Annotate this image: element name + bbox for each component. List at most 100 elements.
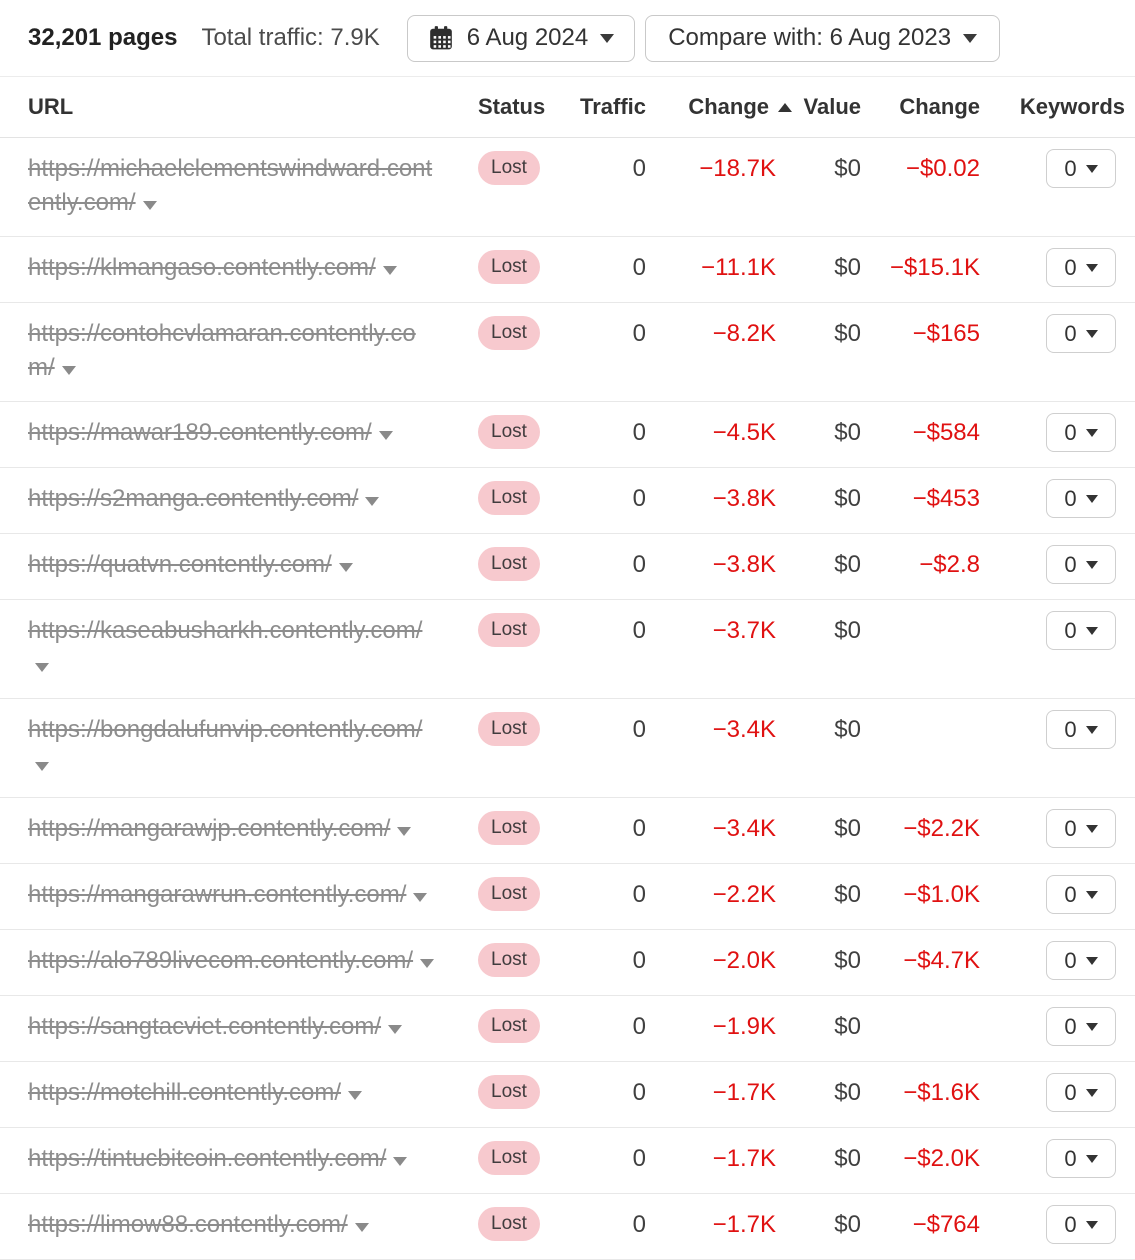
row-url-link[interactable]: https://limow88.contently.com/ — [28, 1211, 369, 1238]
keywords-dropdown[interactable]: 0 — [1046, 710, 1116, 749]
row-url-link[interactable]: https://tintucbitcoin.contently.com/ — [28, 1145, 408, 1172]
row-url-link[interactable]: https://michaelclementswindward.contentl… — [28, 155, 432, 216]
value-amount: $0 — [834, 155, 861, 182]
keywords-dropdown[interactable]: 0 — [1046, 248, 1116, 287]
value-change-amount: −$764 — [912, 1211, 980, 1238]
value-amount: $0 — [834, 1079, 861, 1106]
row-url-text[interactable]: https://kaseabusharkh.contently.com/ — [28, 617, 423, 644]
column-header-traffic[interactable]: Traffic — [579, 94, 646, 119]
row-url-link[interactable]: https://quatvn.contently.com/ — [28, 551, 353, 578]
chevron-down-icon — [1085, 1022, 1098, 1031]
row-url-text[interactable]: https://klmangaso.contently.com/ — [28, 254, 376, 281]
value-change-amount: −$2.0K — [903, 1145, 980, 1172]
status-badge: Lost — [478, 811, 540, 845]
url-dropdown-icon[interactable] — [382, 266, 397, 275]
traffic-change-value: −3.8K — [712, 485, 776, 512]
keywords-dropdown[interactable]: 0 — [1046, 413, 1116, 452]
status-badge: Lost — [478, 613, 540, 647]
row-url-text[interactable]: https://s2manga.contently.com/ — [28, 485, 359, 512]
row-url-text[interactable]: https://mangarawjp.contently.com/ — [28, 815, 391, 842]
row-url-text[interactable]: https://contohcvlamaran.contently.com/ — [28, 320, 416, 381]
keywords-dropdown[interactable]: 0 — [1046, 1205, 1116, 1244]
keywords-dropdown[interactable]: 0 — [1046, 545, 1116, 584]
url-dropdown-icon[interactable] — [413, 893, 428, 902]
value-change-amount: −$4.7K — [903, 947, 980, 974]
value-change-amount: −$15.1K — [889, 254, 980, 281]
status-badge: Lost — [478, 481, 540, 515]
row-url-text[interactable]: https://motchill.contently.com/ — [28, 1079, 342, 1106]
row-url-link[interactable]: https://mangarawjp.contently.com/ — [28, 815, 412, 842]
row-url-link[interactable]: https://mangarawrun.contently.com/ — [28, 881, 428, 908]
keywords-dropdown[interactable]: 0 — [1046, 809, 1116, 848]
sort-ascending-icon — [778, 102, 792, 112]
column-header-url[interactable]: URL — [28, 94, 74, 119]
traffic-change-value: −1.7K — [712, 1211, 776, 1238]
url-dropdown-icon[interactable] — [338, 563, 353, 572]
row-url-link[interactable]: https://contohcvlamaran.contently.com/ — [28, 320, 416, 381]
row-url-link[interactable]: https://motchill.contently.com/ — [28, 1079, 363, 1106]
keywords-dropdown[interactable]: 0 — [1046, 941, 1116, 980]
table-row: https://klmangaso.contently.com/ Lost 0 … — [0, 237, 1135, 303]
row-url-text[interactable]: https://mawar189.contently.com/ — [28, 419, 372, 446]
keywords-dropdown[interactable]: 0 — [1046, 314, 1116, 353]
traffic-change-value: −8.2K — [712, 320, 776, 347]
row-url-text[interactable]: https://bongdalufunvip.contently.com/ — [28, 716, 423, 743]
column-header-keywords[interactable]: Keywords — [1019, 94, 1125, 119]
url-dropdown-icon[interactable] — [354, 1223, 369, 1232]
url-dropdown-icon[interactable] — [35, 762, 49, 771]
chevron-down-icon — [1085, 890, 1098, 899]
traffic-value: 0 — [632, 716, 646, 743]
url-dropdown-icon[interactable] — [393, 1157, 408, 1166]
keywords-count: 0 — [1064, 419, 1077, 445]
url-dropdown-icon[interactable] — [61, 366, 76, 375]
column-header-status[interactable]: Status — [478, 94, 546, 119]
row-url-text[interactable]: https://mangarawrun.contently.com/ — [28, 881, 407, 908]
row-url-link[interactable]: https://sangtacviet.contently.com/ — [28, 1013, 403, 1040]
keywords-count: 0 — [1064, 320, 1077, 346]
url-dropdown-icon[interactable] — [365, 497, 380, 506]
url-dropdown-icon[interactable] — [397, 827, 412, 836]
row-url-text[interactable]: https://michaelclementswindward.contentl… — [28, 155, 433, 216]
row-url-link[interactable]: https://mawar189.contently.com/ — [28, 419, 393, 446]
date-picker-button[interactable]: 6 Aug 2024 — [406, 14, 636, 62]
url-dropdown-icon[interactable] — [35, 663, 49, 672]
row-url-link[interactable]: https://klmangaso.contently.com/ — [28, 254, 397, 281]
compare-picker-button[interactable]: Compare with: 6 Aug 2023 — [645, 14, 1001, 62]
row-url-text[interactable]: https://alo789livecom.contently.com/ — [28, 947, 414, 974]
value-amount: $0 — [834, 1145, 861, 1172]
traffic-value: 0 — [632, 254, 646, 281]
url-dropdown-icon[interactable] — [142, 201, 157, 210]
column-header-value-change[interactable]: Change — [899, 94, 980, 119]
keywords-dropdown[interactable]: 0 — [1046, 149, 1116, 188]
keywords-dropdown[interactable]: 0 — [1046, 611, 1116, 650]
column-header-value[interactable]: Value — [803, 94, 861, 119]
url-dropdown-icon[interactable] — [378, 431, 393, 440]
row-url-text[interactable]: https://sangtacviet.contently.com/ — [28, 1013, 382, 1040]
traffic-value: 0 — [632, 617, 646, 644]
row-url-text[interactable]: https://tintucbitcoin.contently.com/ — [28, 1145, 387, 1172]
traffic-value: 0 — [632, 815, 646, 842]
traffic-value: 0 — [632, 881, 646, 908]
keywords-dropdown[interactable]: 0 — [1046, 875, 1116, 914]
status-badge: Lost — [478, 1009, 540, 1043]
compare-picker-label: Compare with: 6 Aug 2023 — [668, 24, 952, 51]
keywords-dropdown[interactable]: 0 — [1046, 1007, 1116, 1046]
row-url-text[interactable]: https://quatvn.contently.com/ — [28, 551, 332, 578]
url-dropdown-icon[interactable] — [420, 959, 435, 968]
keywords-dropdown[interactable]: 0 — [1046, 479, 1116, 518]
url-dropdown-icon[interactable] — [348, 1091, 363, 1100]
column-header-traffic-change[interactable]: Change — [646, 94, 792, 120]
keywords-count: 0 — [1064, 815, 1077, 841]
row-url-link[interactable]: https://alo789livecom.contently.com/ — [28, 947, 435, 974]
traffic-change-value: −1.7K — [712, 1145, 776, 1172]
keywords-dropdown[interactable]: 0 — [1046, 1073, 1116, 1112]
row-url-link[interactable]: https://bongdalufunvip.contently.com/ — [28, 716, 422, 777]
traffic-change-value: −11.1K — [701, 254, 776, 281]
status-badge: Lost — [478, 415, 540, 449]
value-change-amount: −$1.0K — [903, 881, 980, 908]
row-url-link[interactable]: https://kaseabusharkh.contently.com/ — [28, 617, 422, 678]
keywords-dropdown[interactable]: 0 — [1046, 1139, 1116, 1178]
url-dropdown-icon[interactable] — [388, 1025, 403, 1034]
row-url-link[interactable]: https://s2manga.contently.com/ — [28, 485, 380, 512]
row-url-text[interactable]: https://limow88.contently.com/ — [28, 1211, 348, 1238]
